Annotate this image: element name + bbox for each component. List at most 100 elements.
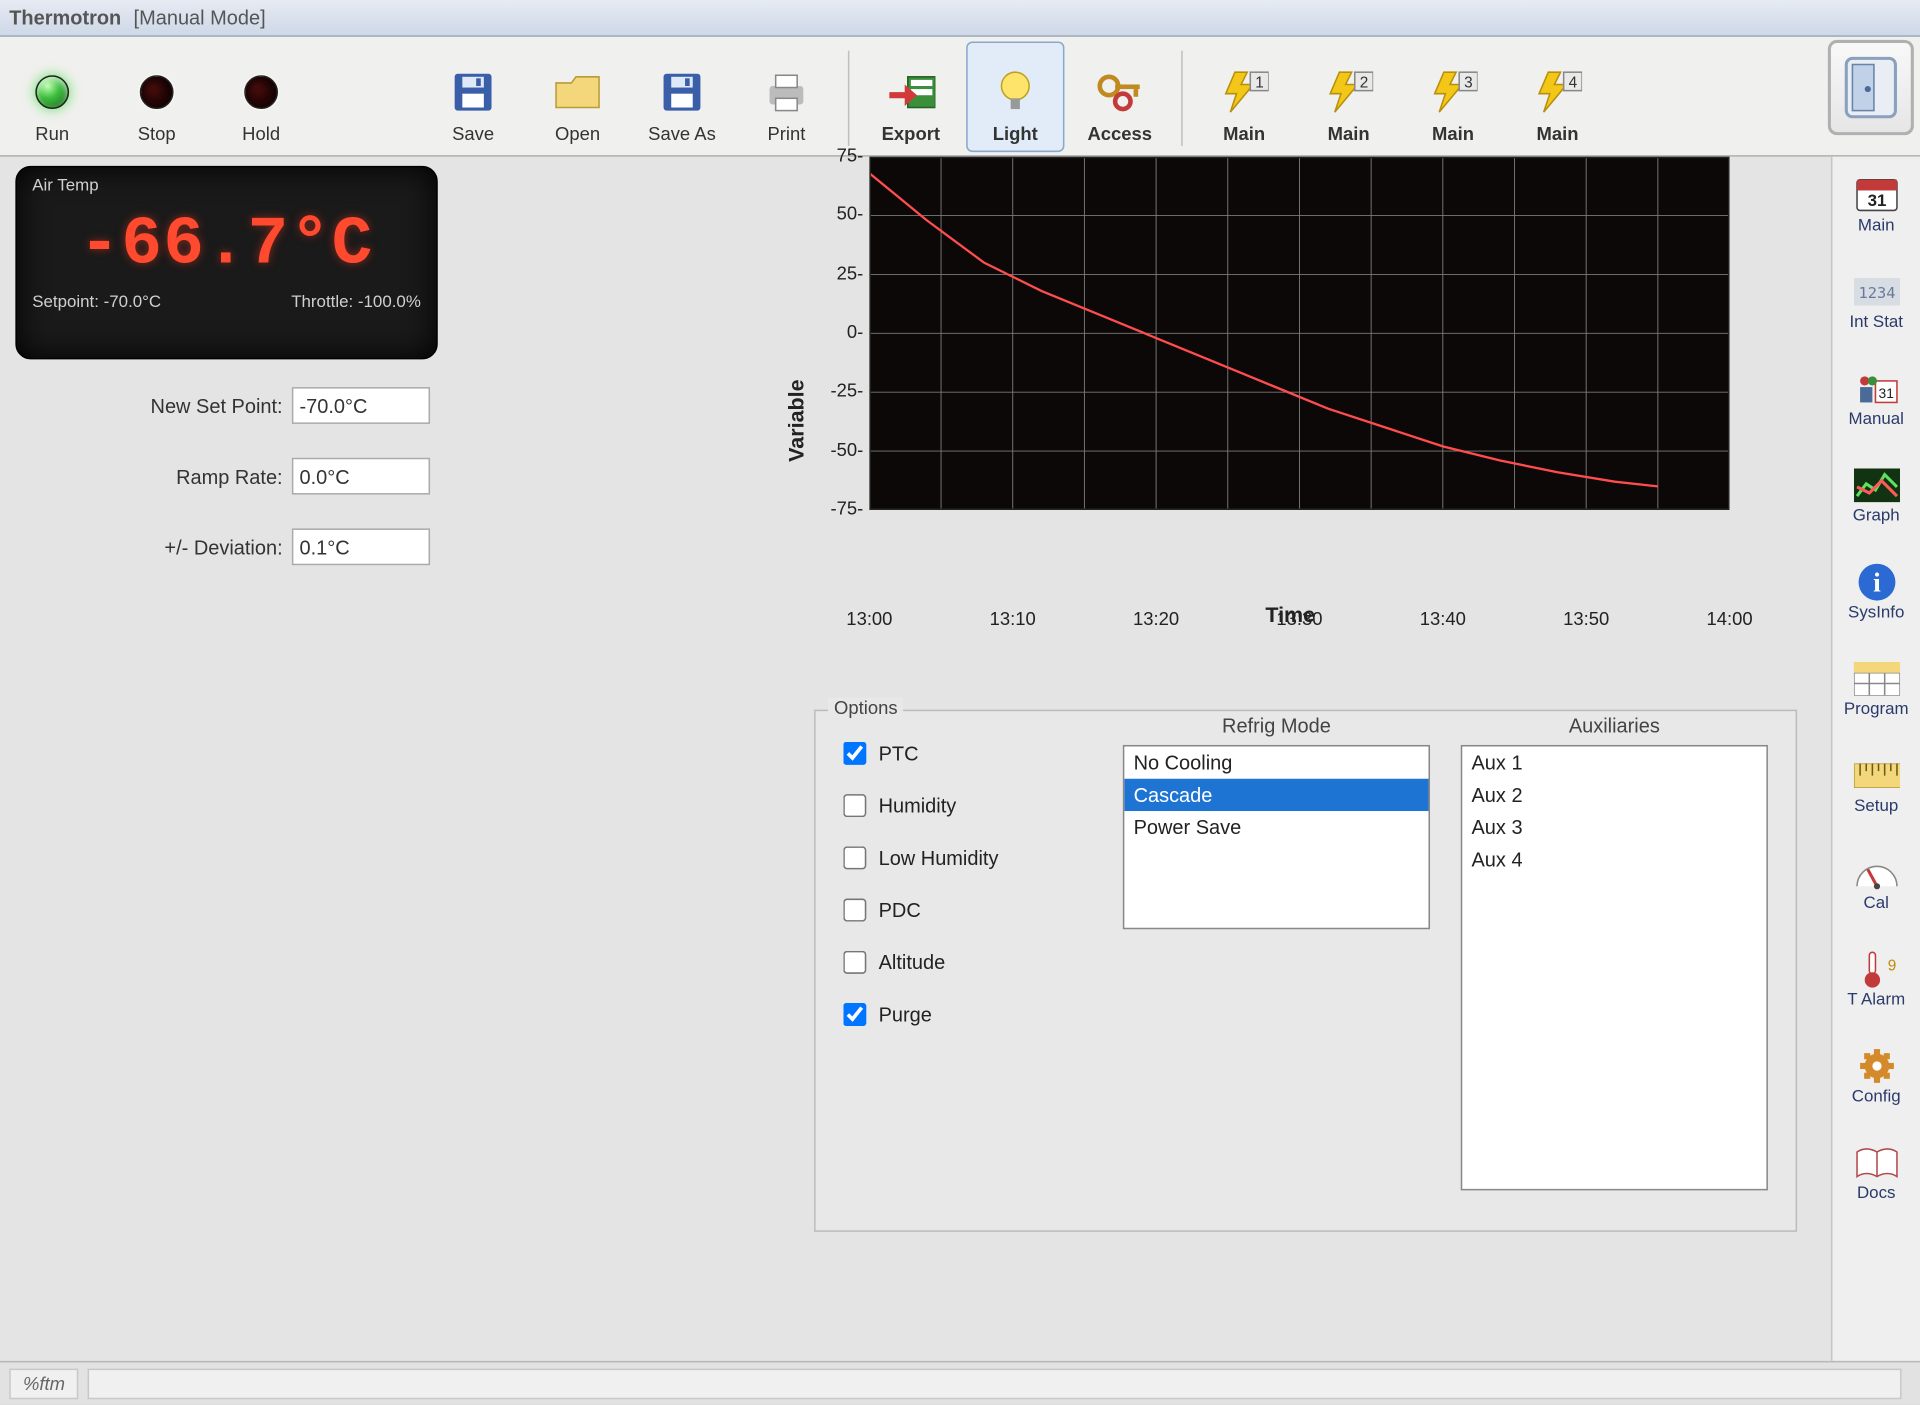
print-button[interactable]: Print [737,41,835,152]
book-icon [1853,1144,1899,1181]
option-row-altitude: Altitude [837,935,1098,987]
param-input-deviation[interactable] [292,528,430,565]
open-button[interactable]: Open [528,41,626,152]
option-label-low-humidity: Low Humidity [879,846,999,869]
door-button[interactable] [1828,40,1914,135]
option-row-low-humidity: Low Humidity [837,831,1098,883]
nav-sysinfo-button[interactable]: i SysInfo [1833,545,1919,640]
chart-y-label: Variable [783,379,808,461]
auxiliaries-list[interactable]: Aux 1Aux 2Aux 3Aux 4 [1461,745,1768,1190]
nav-main-button[interactable]: 31 Main [1833,158,1919,253]
option-check-low-humidity[interactable] [843,846,866,869]
auxiliaries-item[interactable]: Aux 3 [1462,811,1766,843]
air-temp-value: -66.7°C [32,207,421,284]
option-row-humidity: Humidity [837,779,1098,831]
run-button[interactable]: Run [3,41,101,152]
right-nav: 31 Main 1234 Int Stat 31 Manual Graph i … [1831,157,1920,1361]
param-row-new-set-point: New Set Point: [31,387,430,424]
svg-text:999: 999 [1887,958,1896,975]
option-check-ptc[interactable] [843,741,866,764]
door-icon [1840,52,1901,123]
option-label-humidity: Humidity [879,793,957,816]
refrig-mode-header: Refrig Mode [1123,714,1430,745]
main-4-button[interactable]: 4 Main [1508,41,1606,152]
main-3-button[interactable]: 3 Main [1404,41,1502,152]
chart-xtick: 14:00 [1706,608,1752,630]
setpoint-readout: Setpoint: -70.0°C [32,293,161,311]
chart-plot [869,157,1729,510]
chart-ytick: 75- [817,144,863,166]
chart-panel: Variable Time -75--50--25-0-25-50-75-13:… [799,157,1782,602]
param-row-deviation: +/- Deviation: [31,528,430,565]
nav-program-button[interactable]: Program [1833,642,1919,737]
chart-xtick: 13:20 [1133,608,1179,630]
gauge-icon [1853,854,1899,891]
chart-xtick: 13:10 [990,608,1036,630]
refrig-mode-list[interactable]: No CoolingCascadePower Save [1123,745,1430,929]
auxiliaries-item[interactable]: Aux 4 [1462,843,1766,875]
nav-int-stat-button[interactable]: 1234 Int Stat [1833,255,1919,350]
refrig-mode-item[interactable]: No Cooling [1124,746,1428,778]
floppy-icon [449,68,498,117]
app-name: Thermotron [9,6,121,29]
svg-text:31: 31 [1878,385,1893,401]
param-label-deviation: +/- Deviation: [31,535,292,558]
nav-graph-button[interactable]: Graph [1833,449,1919,544]
refrig-mode-column: Refrig Mode No CoolingCascadePower Save [1123,714,1430,929]
stop-led-icon [132,68,181,117]
option-row-ptc: PTC [837,727,1098,779]
main-1-button[interactable]: 1 Main [1195,41,1293,152]
option-check-altitude[interactable] [843,950,866,973]
window-mode: [Manual Mode] [134,6,266,29]
nav-manual-button[interactable]: 31 Manual [1833,352,1919,447]
nav-setup-button[interactable]: Setup [1833,739,1919,834]
nav-t-alarm-button[interactable]: 999 T Alarm [1833,932,1919,1027]
status-bar: %ftm [0,1361,1920,1404]
title-bar: Thermotron [Manual Mode] [0,0,1920,37]
svg-text:2: 2 [1360,75,1369,92]
param-label-ramp-rate: Ramp Rate: [31,465,292,488]
nav-docs-button[interactable]: Docs [1833,1126,1919,1221]
option-label-purge: Purge [879,1002,932,1025]
param-input-new-set-point[interactable] [292,387,430,424]
stop-button[interactable]: Stop [108,41,206,152]
bolt-3-icon: 3 [1428,68,1477,117]
auxiliaries-item[interactable]: Aux 2 [1462,779,1766,811]
option-check-pdc[interactable] [843,898,866,921]
option-check-purge[interactable] [843,1002,866,1025]
export-button[interactable]: Export [862,41,960,152]
table-icon [1853,660,1899,697]
chart-ytick: -25- [817,380,863,402]
nav-cal-button[interactable]: Cal [1833,836,1919,931]
option-label-pdc: PDC [879,898,921,921]
manual-icon: 31 [1853,370,1899,407]
refrig-mode-item[interactable]: Power Save [1124,811,1428,843]
refrig-mode-item[interactable]: Cascade [1124,779,1428,811]
option-check-humidity[interactable] [843,793,866,816]
printer-icon [762,68,811,117]
nav-config-button[interactable]: Config [1833,1029,1919,1124]
chart-ytick: 50- [817,203,863,225]
light-button[interactable]: Light [966,41,1064,152]
chart-xtick: 13:30 [1276,608,1322,630]
run-led-icon [28,68,77,117]
cal31-icon: 31 [1853,177,1899,214]
throttle-readout: Throttle: -100.0% [291,293,421,311]
hold-button[interactable]: Hold [212,41,310,152]
gear-icon [1853,1048,1899,1085]
air-temp-caption: Air Temp [32,177,421,195]
chart-xtick: 13:50 [1563,608,1609,630]
statusbar-units[interactable]: %ftm [9,1368,79,1399]
save-button[interactable]: Save [424,41,522,152]
access-button[interactable]: Access [1071,41,1169,152]
main-2-button[interactable]: 2 Main [1299,41,1397,152]
param-input-ramp-rate[interactable] [292,458,430,495]
air-temp-panel: Air Temp -66.7°C Setpoint: -70.0°C Throt… [15,166,437,360]
auxiliaries-item[interactable]: Aux 1 [1462,746,1766,778]
export-icon [886,68,935,117]
save-as-button[interactable]: Save As [633,41,731,152]
options-checkboxes: PTC Humidity Low Humidity PDC Altitude P… [837,727,1098,1040]
main-area: Air Temp -66.7°C Setpoint: -70.0°C Throt… [0,157,1831,1361]
option-row-purge: Purge [837,988,1098,1040]
bulb-icon [991,68,1040,117]
